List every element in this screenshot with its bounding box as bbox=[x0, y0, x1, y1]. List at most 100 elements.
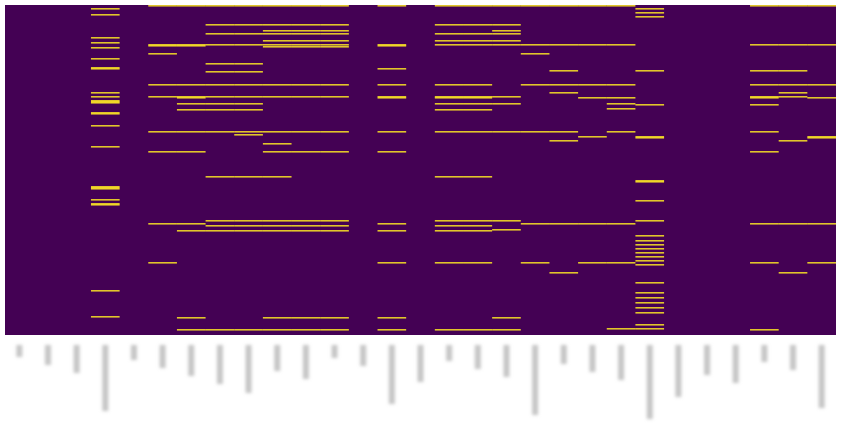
blurred-label bbox=[675, 345, 682, 397]
missing-cell bbox=[434, 44, 464, 46]
missing-cell bbox=[635, 235, 665, 237]
missing-cell bbox=[778, 5, 808, 7]
missing-cell bbox=[90, 14, 120, 16]
missing-cell bbox=[377, 131, 407, 133]
missing-cell bbox=[176, 223, 206, 225]
missing-cell bbox=[750, 151, 779, 153]
missing-cell bbox=[90, 92, 120, 94]
missing-cell bbox=[520, 131, 550, 133]
missing-cell bbox=[635, 324, 665, 326]
missing-cell bbox=[234, 24, 263, 26]
missing-cell bbox=[176, 230, 206, 232]
missing-cell bbox=[291, 46, 321, 48]
missing-cell bbox=[635, 12, 665, 14]
missing-cell bbox=[90, 96, 120, 98]
missing-cell bbox=[635, 264, 665, 266]
missing-cell bbox=[148, 223, 177, 225]
missing-cell bbox=[377, 5, 407, 7]
blurred-label bbox=[360, 345, 367, 366]
missing-cell bbox=[205, 225, 235, 227]
missing-cell bbox=[148, 84, 177, 86]
missing-cell bbox=[635, 328, 665, 330]
blurred-label bbox=[618, 345, 625, 380]
missing-cell bbox=[377, 230, 407, 232]
missing-cell bbox=[320, 84, 349, 86]
missing-cell bbox=[205, 71, 235, 73]
missing-cell bbox=[176, 103, 206, 105]
blurred-label bbox=[818, 345, 825, 408]
missing-cell bbox=[778, 272, 808, 274]
missing-cell bbox=[148, 262, 177, 264]
missing-cell bbox=[434, 84, 464, 86]
blurred-label bbox=[302, 345, 309, 379]
missing-cell bbox=[578, 5, 607, 7]
missing-cell bbox=[205, 63, 235, 65]
missing-cell bbox=[234, 134, 263, 136]
missing-cell bbox=[90, 8, 120, 10]
blurred-label bbox=[331, 345, 338, 358]
missing-cell bbox=[234, 109, 263, 111]
missing-cell bbox=[262, 44, 292, 46]
missing-cell bbox=[635, 307, 665, 309]
missing-cell bbox=[635, 302, 665, 304]
missing-cell bbox=[578, 97, 607, 99]
missing-cell bbox=[492, 5, 521, 7]
missing-cell bbox=[750, 131, 779, 133]
missing-cell bbox=[291, 317, 321, 319]
missing-cell bbox=[90, 146, 120, 148]
missing-cell bbox=[463, 40, 493, 42]
missing-cell bbox=[291, 33, 321, 35]
missing-cell bbox=[234, 5, 263, 7]
blurred-label bbox=[388, 345, 395, 404]
missing-cell bbox=[148, 151, 177, 153]
missing-cell bbox=[234, 225, 263, 227]
missing-cell bbox=[234, 131, 263, 133]
missing-cell bbox=[234, 84, 263, 86]
missing-cell bbox=[606, 5, 636, 7]
missing-cell bbox=[635, 181, 665, 183]
missing-cell bbox=[205, 24, 235, 26]
missing-cell bbox=[262, 5, 292, 7]
missing-cell bbox=[492, 24, 521, 26]
missing-cell bbox=[578, 223, 607, 225]
missing-cell bbox=[778, 84, 808, 86]
missing-cell bbox=[750, 70, 779, 72]
blurred-label bbox=[761, 345, 768, 362]
missing-cell bbox=[377, 44, 407, 46]
missing-cell bbox=[148, 45, 177, 47]
missing-cell bbox=[262, 96, 292, 98]
missing-cell bbox=[463, 220, 493, 222]
missing-cell bbox=[434, 220, 464, 222]
missing-cell bbox=[320, 230, 349, 232]
missing-cell bbox=[205, 220, 235, 222]
missing-cell bbox=[635, 312, 665, 314]
missing-cell bbox=[90, 67, 120, 69]
missing-cell bbox=[549, 223, 579, 225]
missing-cell bbox=[492, 329, 521, 331]
missing-cell bbox=[205, 131, 235, 133]
missing-cell bbox=[750, 223, 779, 225]
missing-cell bbox=[320, 33, 349, 35]
missing-cell bbox=[635, 260, 665, 262]
missing-cell bbox=[262, 131, 292, 133]
missing-cell bbox=[434, 109, 464, 111]
missing-cell bbox=[291, 44, 321, 46]
blurred-label bbox=[188, 345, 195, 376]
missing-cell bbox=[434, 329, 464, 331]
missing-cell bbox=[635, 248, 665, 250]
missing-cell bbox=[320, 5, 349, 7]
missing-cell bbox=[606, 108, 636, 110]
missing-cell bbox=[549, 92, 579, 94]
missing-cell bbox=[463, 131, 493, 133]
missing-cell bbox=[635, 8, 665, 10]
missing-cell bbox=[262, 225, 292, 227]
missing-cell bbox=[635, 252, 665, 254]
missing-cell bbox=[90, 100, 120, 102]
blurred-label bbox=[646, 345, 653, 419]
missing-cell bbox=[176, 5, 206, 7]
missing-cell bbox=[463, 96, 493, 98]
missing-cell bbox=[320, 329, 349, 331]
missing-cell bbox=[262, 317, 292, 319]
missing-cell bbox=[434, 131, 464, 133]
